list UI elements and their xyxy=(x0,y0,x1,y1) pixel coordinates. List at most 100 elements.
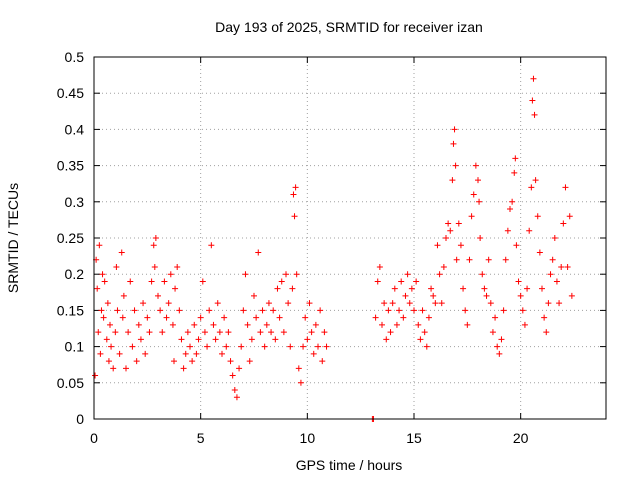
data-point xyxy=(201,329,208,336)
data-point xyxy=(423,343,430,350)
data-point xyxy=(112,329,119,336)
data-point xyxy=(244,321,251,328)
y-tick-label: 0.25 xyxy=(57,230,84,246)
grid-layer xyxy=(94,57,606,419)
data-point xyxy=(257,329,264,336)
data-point xyxy=(100,314,107,321)
data-point xyxy=(159,329,166,336)
y-tick-label: 0.2 xyxy=(65,266,85,282)
data-point xyxy=(519,307,526,314)
data-point xyxy=(167,271,174,278)
plot-frame xyxy=(93,56,607,420)
data-point xyxy=(176,307,183,314)
data-point xyxy=(278,278,285,285)
data-point xyxy=(236,365,243,372)
data-point xyxy=(502,256,509,263)
data-point xyxy=(443,235,449,241)
data-point xyxy=(251,292,257,299)
data-point xyxy=(428,285,435,292)
data-point xyxy=(513,242,520,249)
data-point xyxy=(97,350,104,357)
data-point xyxy=(178,336,185,343)
data-point xyxy=(321,329,328,336)
data-point xyxy=(468,213,475,220)
data-point xyxy=(472,162,479,169)
data-point xyxy=(457,242,464,249)
data-point xyxy=(511,169,518,176)
data-point xyxy=(113,263,120,270)
data-point xyxy=(242,271,249,278)
data-point xyxy=(556,300,563,307)
data-point xyxy=(129,343,136,350)
data-point xyxy=(204,343,211,350)
data-point xyxy=(529,97,536,104)
data-point xyxy=(276,314,283,321)
data-point xyxy=(225,329,232,336)
data-point xyxy=(521,321,528,328)
data-point xyxy=(108,343,115,350)
x-tick-label: 10 xyxy=(300,430,316,446)
data-point xyxy=(470,191,477,198)
data-point xyxy=(566,213,573,220)
data-point xyxy=(310,350,317,357)
y-tick-label: 0.3 xyxy=(65,194,85,210)
data-point xyxy=(283,271,289,278)
data-point xyxy=(391,285,398,292)
data-point xyxy=(447,227,454,234)
data-point xyxy=(246,358,253,365)
data-point xyxy=(133,358,140,365)
data-point xyxy=(105,358,112,365)
data-point xyxy=(302,314,309,321)
data-point xyxy=(114,307,121,314)
data-point xyxy=(180,365,187,372)
data-point xyxy=(496,350,503,357)
data-point xyxy=(272,336,279,343)
data-point xyxy=(206,307,213,314)
data-point xyxy=(151,263,158,270)
data-point xyxy=(189,358,196,365)
data-point xyxy=(92,372,99,379)
data-point xyxy=(148,278,155,285)
data-point xyxy=(135,321,142,328)
data-point xyxy=(123,365,129,372)
data-point xyxy=(285,300,292,307)
data-point xyxy=(295,365,302,372)
data-point xyxy=(274,285,281,292)
tick-layer: 0 0.05 0.1 0.15 0.2 0.25 0.3 0.35 0.4 0.45 0.5 0 5 10… xyxy=(57,49,606,446)
data-point xyxy=(229,372,236,379)
data-point xyxy=(507,206,513,213)
data-point xyxy=(400,314,407,321)
x-tick-label: 15 xyxy=(406,430,422,446)
data-point xyxy=(500,307,507,314)
data-point xyxy=(308,329,315,336)
data-point xyxy=(101,278,108,285)
data-point xyxy=(210,321,217,328)
data-point xyxy=(372,314,379,321)
data-point xyxy=(140,300,147,307)
data-point xyxy=(560,220,567,227)
data-point xyxy=(379,321,385,328)
data-point xyxy=(161,278,168,285)
data-point xyxy=(259,307,266,314)
data-point xyxy=(558,263,565,270)
data-point xyxy=(466,256,473,263)
data-point xyxy=(464,321,471,328)
data-point xyxy=(483,292,490,299)
data-point xyxy=(475,177,481,184)
data-point xyxy=(387,329,394,336)
data-point xyxy=(492,314,499,321)
data-point xyxy=(504,227,511,234)
data-point xyxy=(398,278,405,285)
data-point xyxy=(223,343,230,350)
data-point xyxy=(487,300,494,307)
data-point xyxy=(268,329,275,336)
data-point xyxy=(553,278,560,285)
data-point xyxy=(450,140,457,147)
data-point xyxy=(280,329,287,336)
data-point xyxy=(551,235,558,241)
points-layer xyxy=(92,75,575,422)
data-point xyxy=(261,343,268,350)
data-point xyxy=(110,365,117,372)
data-point xyxy=(304,336,311,343)
data-point xyxy=(534,213,541,220)
